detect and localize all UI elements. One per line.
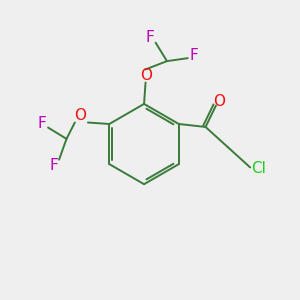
Text: O: O: [74, 109, 86, 124]
Text: O: O: [140, 68, 152, 83]
Text: F: F: [50, 158, 58, 173]
Text: F: F: [190, 48, 199, 63]
Text: O: O: [214, 94, 226, 109]
Text: F: F: [146, 30, 155, 45]
Text: Cl: Cl: [252, 161, 266, 176]
Text: F: F: [37, 116, 46, 130]
